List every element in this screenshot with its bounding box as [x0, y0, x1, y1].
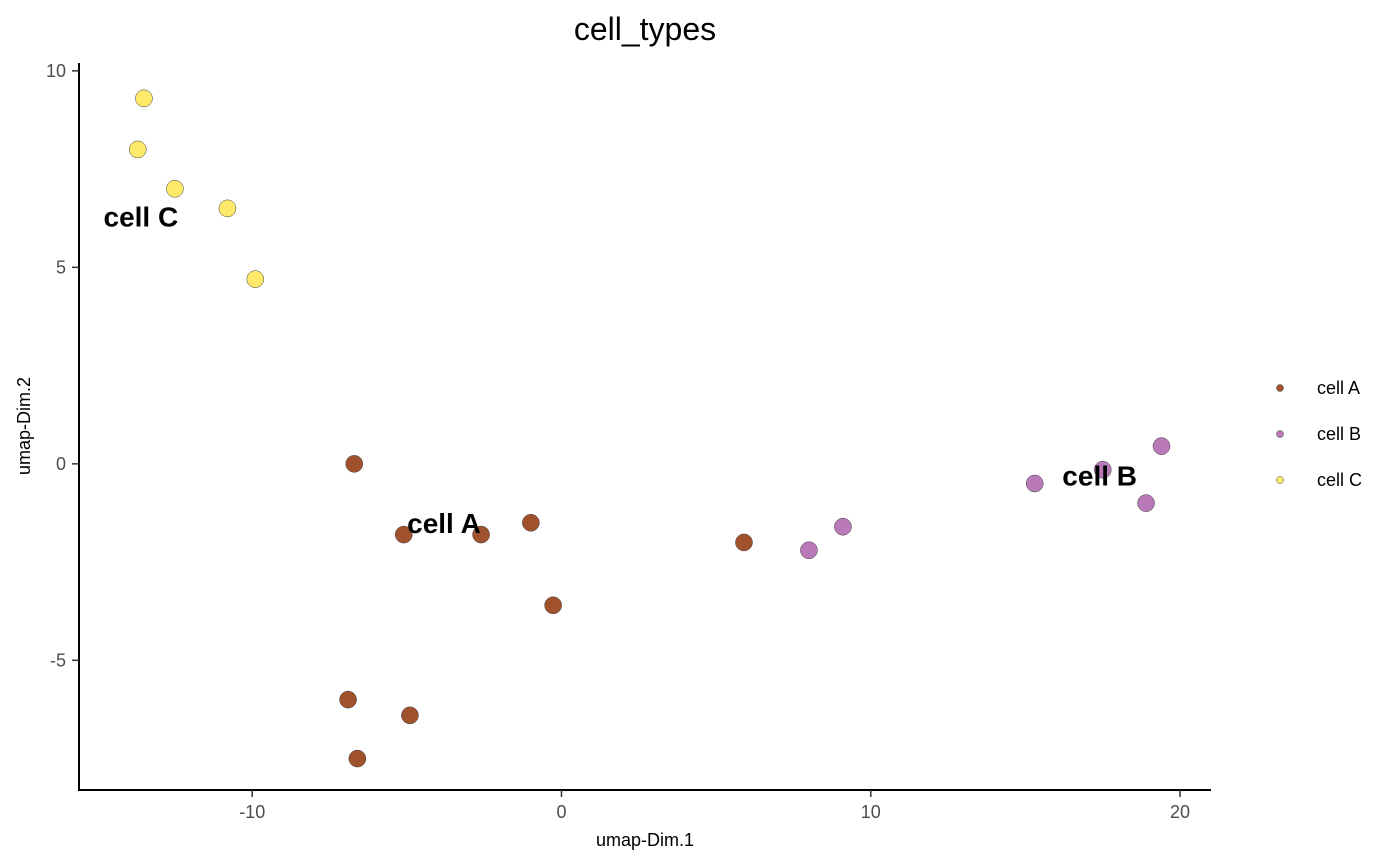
legend-key	[1276, 430, 1284, 438]
data-point	[800, 541, 818, 560]
data-point	[472, 525, 490, 544]
data-point	[401, 706, 419, 725]
data-point	[345, 455, 364, 473]
data-point	[218, 199, 237, 218]
data-point	[522, 514, 540, 532]
chart-title: cell_types	[574, 11, 716, 47]
cluster-label: cell C	[104, 201, 179, 232]
legend-label: cell A	[1317, 378, 1360, 398]
legend-key	[1276, 476, 1284, 484]
legend-key	[1276, 384, 1284, 392]
x-ticks: -10 0 10 20	[239, 790, 1190, 822]
cluster-label: cell B	[1062, 461, 1137, 492]
cluster-labels: cell A cell B cell C	[104, 201, 1138, 539]
y-axis-title: umap-Dim.2	[14, 377, 34, 475]
x-tick-label: 0	[556, 802, 566, 822]
data-point	[735, 533, 753, 552]
data-point	[246, 270, 265, 288]
legend: cell A cell B cell C	[1276, 378, 1362, 490]
data-point	[135, 89, 153, 108]
data-point	[339, 690, 357, 709]
cluster-label: cell A	[407, 508, 481, 539]
x-axis-title: umap-Dim.1	[596, 830, 694, 850]
x-tick-label: 10	[861, 802, 881, 822]
y-tick-label: 0	[56, 454, 66, 474]
data-points	[129, 89, 1171, 768]
y-tick-label: 10	[46, 61, 66, 81]
y-tick-label: 5	[56, 257, 66, 277]
data-point	[834, 517, 852, 536]
x-tick-label: 20	[1170, 802, 1190, 822]
y-ticks: -5 0 5 10	[46, 61, 79, 670]
axes	[78, 63, 1211, 791]
data-point	[1137, 494, 1155, 512]
x-tick-label: -10	[239, 802, 265, 822]
legend-label: cell B	[1317, 424, 1361, 444]
data-point	[544, 596, 562, 615]
data-point	[395, 525, 413, 544]
data-point	[1152, 437, 1171, 455]
data-point	[1025, 474, 1044, 493]
data-point	[129, 140, 147, 159]
data-point	[166, 180, 184, 198]
y-tick-label: -5	[50, 650, 66, 670]
data-point	[1093, 460, 1112, 479]
legend-label: cell C	[1317, 470, 1362, 490]
data-point	[348, 749, 367, 768]
